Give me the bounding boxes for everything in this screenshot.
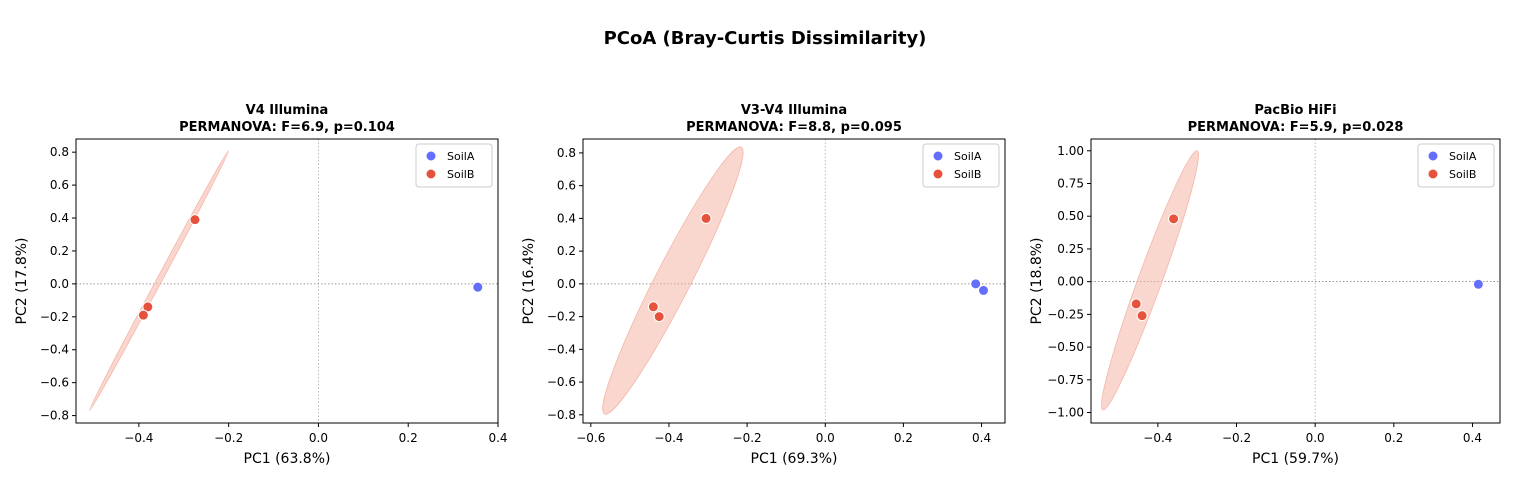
y-tick-label: −0.75	[1047, 373, 1084, 387]
x-tick-label: 0.0	[1306, 431, 1325, 445]
point-SoilB-2	[647, 301, 659, 313]
x-tick-label: −0.6	[576, 431, 605, 445]
chart-title: PacBio HiFi	[1254, 103, 1336, 118]
y-tick-label: 0.8	[50, 145, 69, 159]
x-tick-label: 0.2	[894, 431, 913, 445]
x-tick-label: −0.2	[1222, 431, 1251, 445]
chart-subtitle: PERMANOVA: F=8.8, p=0.095	[686, 120, 902, 135]
y-tick-label: 0.0	[50, 277, 69, 291]
figure-title: PCoA (Bray-Curtis Dissimilarity)	[603, 28, 927, 49]
point-SoilA-2	[978, 284, 990, 296]
x-tick-label: 0.4	[488, 431, 507, 445]
confidence-ellipse-SoilB	[89, 150, 230, 412]
point-SoilB-3	[653, 311, 665, 323]
y-tick-label: −0.2	[547, 310, 576, 324]
y-tick-label: 0.25	[1057, 242, 1084, 256]
x-tick-label: 0.0	[816, 431, 835, 445]
y-tick-label: −0.6	[547, 375, 576, 389]
point-SoilB-3	[137, 309, 149, 321]
point-SoilB-1	[189, 214, 201, 226]
legend-label: SoilA	[447, 150, 475, 163]
legend: SoilA SoilB	[415, 143, 493, 188]
confidence-ellipse-SoilB	[602, 146, 744, 415]
y-axis-label: PC2 (16.4%)	[521, 238, 537, 325]
x-tick-label: 0.2	[399, 431, 418, 445]
x-axis-label: PC1 (69.3%)	[751, 451, 838, 467]
legend-label: SoilA	[954, 150, 982, 163]
x-tick-label: −0.4	[654, 431, 683, 445]
x-tick-label: 0.0	[309, 431, 328, 445]
y-tick-label: −0.4	[40, 343, 69, 357]
plot-frame	[582, 138, 1006, 424]
legend-marker-SoilB	[1428, 169, 1438, 179]
legend-marker-SoilB	[933, 169, 943, 179]
legend-marker-SoilB	[426, 169, 436, 179]
point-SoilB-3	[1136, 310, 1148, 322]
y-tick-label: 0.6	[557, 179, 576, 193]
legend-label: SoilB	[954, 168, 981, 181]
legend: SoilA SoilB	[1417, 143, 1495, 188]
chart-subtitle: PERMANOVA: F=6.9, p=0.104	[179, 120, 395, 135]
confidence-ellipse-SoilB	[1101, 150, 1199, 411]
y-tick-label: 0.2	[50, 244, 69, 258]
y-tick-label: 0.0	[557, 277, 576, 291]
chart-panel-1: −0.4 −0.2 0.0 0.2 0.4 −0.8 −0.6 −0.4 −0.2 0.0 0.2 0…	[14, 103, 508, 467]
legend-label: SoilA	[1449, 150, 1477, 163]
legend-marker-SoilA	[933, 151, 943, 161]
x-tick-label: 0.4	[1463, 431, 1482, 445]
x-tick-label: −0.2	[214, 431, 243, 445]
y-tick-label: 0.6	[50, 178, 69, 192]
point-SoilA-1	[1472, 278, 1484, 290]
plot-frame	[75, 138, 499, 424]
y-tick-label: −0.8	[547, 408, 576, 422]
y-tick-label: −0.50	[1047, 340, 1084, 354]
point-SoilB-1	[1168, 213, 1180, 225]
point-SoilB-2	[1130, 298, 1142, 310]
x-tick-label: −0.2	[733, 431, 762, 445]
point-SoilA-1	[970, 278, 982, 290]
legend-label: SoilB	[1449, 168, 1476, 181]
point-SoilB-2	[142, 301, 154, 313]
y-tick-label: 0.8	[557, 146, 576, 160]
y-axis-label: PC2 (17.8%)	[14, 238, 30, 325]
y-tick-label: 0.4	[50, 211, 69, 225]
legend-marker-SoilA	[426, 151, 436, 161]
point-SoilA-1	[472, 281, 484, 293]
x-tick-label: 0.2	[1384, 431, 1403, 445]
point-SoilB-1	[700, 212, 712, 224]
y-axis-label: PC2 (18.8%)	[1029, 238, 1045, 325]
chart-panel-3: −0.4 −0.2 0.0 0.2 0.4 −1.00 −0.75 −0.50 −0.25 0.0…	[1029, 103, 1501, 467]
y-tick-label: 0.50	[1057, 209, 1084, 223]
y-tick-label: 0.75	[1057, 176, 1084, 190]
y-tick-label: 0.2	[557, 244, 576, 258]
y-tick-label: −0.8	[40, 409, 69, 423]
y-tick-label: −0.2	[40, 310, 69, 324]
y-tick-label: −0.25	[1047, 307, 1084, 321]
chart-subtitle: PERMANOVA: F=5.9, p=0.028	[1188, 120, 1404, 135]
y-tick-label: 1.00	[1057, 144, 1084, 158]
y-tick-label: −0.4	[547, 342, 576, 356]
plot-frame	[1090, 138, 1501, 424]
x-axis-label: PC1 (63.8%)	[244, 451, 331, 467]
y-tick-label: 0.4	[557, 211, 576, 225]
chart-title: V4 Illumina	[246, 103, 329, 118]
x-tick-label: −0.4	[1143, 431, 1172, 445]
legend-marker-SoilA	[1428, 151, 1438, 161]
y-tick-label: −0.6	[40, 376, 69, 390]
chart-panel-2: −0.6 −0.4 −0.2 0.0 0.2 0.4−0.8−0.6−0.4−0.20.0…	[521, 103, 1006, 467]
legend-label: SoilB	[447, 168, 474, 181]
chart-title: V3-V4 Illumina	[741, 103, 847, 118]
x-axis-label: PC1 (59.7%)	[1252, 451, 1339, 467]
legend: SoilA SoilB	[922, 143, 1000, 188]
x-tick-label: −0.4	[124, 431, 153, 445]
y-tick-label: 0.00	[1057, 275, 1084, 289]
x-tick-label: 0.4	[972, 431, 991, 445]
y-tick-label: −1.00	[1047, 406, 1084, 420]
